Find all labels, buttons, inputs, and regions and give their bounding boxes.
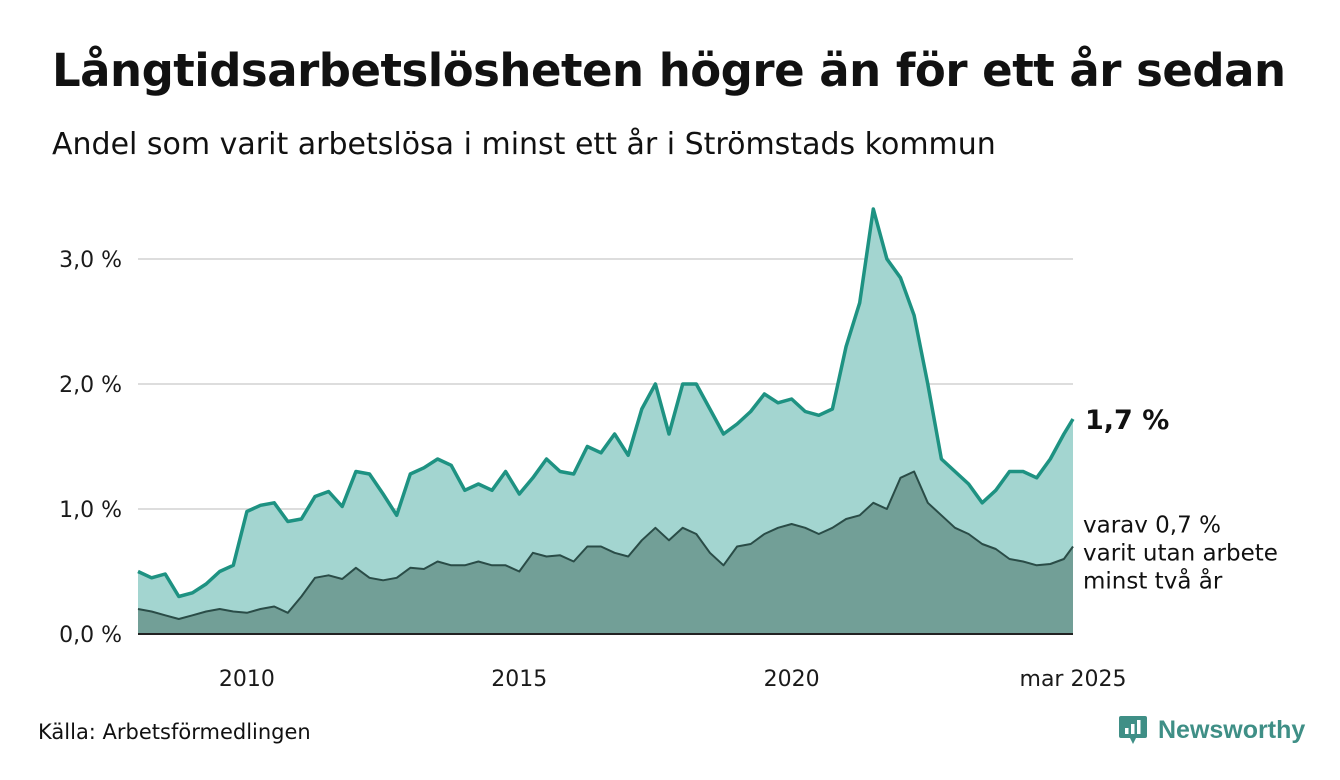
sub-end-label-line: varit utan arbete (1083, 541, 1278, 567)
total-line (137, 207, 1075, 599)
y-tick-label: 2,0 % (59, 373, 122, 398)
x-tick-label: 2015 (491, 667, 547, 692)
x-tick-label: 2010 (219, 667, 275, 692)
y-tick-label: 0,0 % (59, 623, 122, 648)
chart-area: 0,0 % 1,0 % 2,0 % 3,0 % 2010 2015 2020 mar 2025… (59, 207, 1278, 692)
y-tick-label: 1,0 % (59, 498, 122, 523)
brand-name: Newsworthy (1158, 715, 1306, 744)
x-tick-label: 2020 (764, 667, 820, 692)
newsworthy-logo-icon (1119, 716, 1147, 744)
y-tick-label: 3,0 % (59, 248, 122, 273)
total-end-label: 1,7 % (1085, 405, 1169, 436)
chart-series (137, 207, 1075, 634)
sub-end-label-line: varav 0,7 % (1083, 513, 1221, 539)
x-tick-label: mar 2025 (1020, 667, 1127, 692)
brand-logo: Newsworthy (1118, 714, 1305, 746)
sub-area (138, 471, 1073, 634)
sub-line (137, 470, 1074, 620)
sub-end-label-line: minst två år (1083, 567, 1223, 595)
chart-title: Långtidsarbetslösheten högre än för ett … (52, 44, 1286, 97)
axes: 0,0 % 1,0 % 2,0 % 3,0 % 2010 2015 2020 mar 2025 (59, 248, 1126, 692)
source-note: Källa: Arbetsförmedlingen (38, 720, 311, 744)
chart-subtitle: Andel som varit arbetslösa i minst ett å… (52, 127, 996, 162)
